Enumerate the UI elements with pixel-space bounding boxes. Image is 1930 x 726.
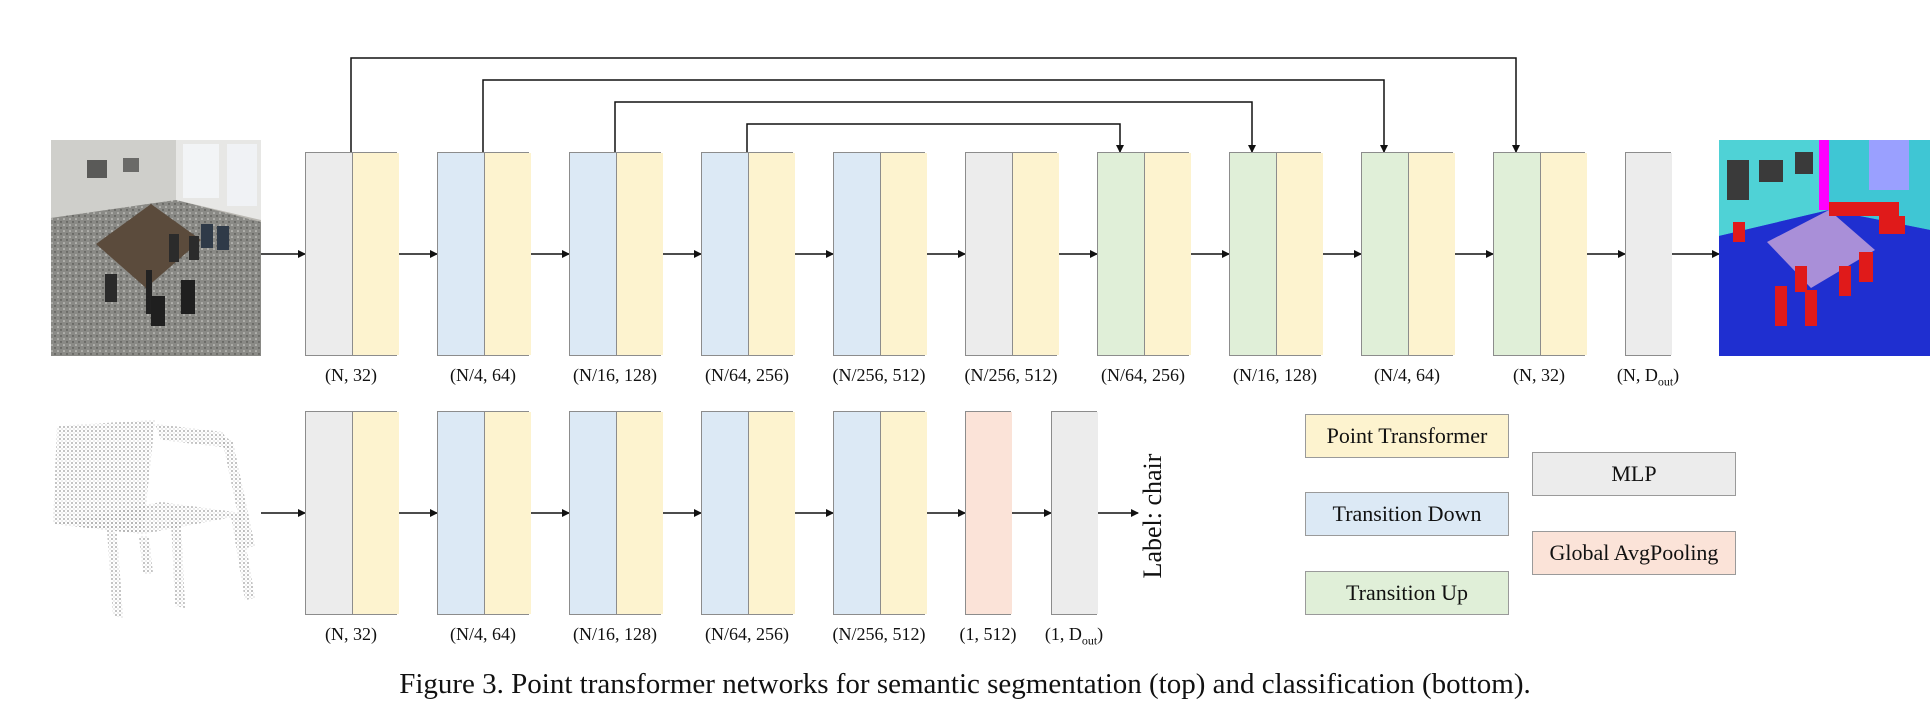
mlp-layer [966,153,1012,355]
classification-block-3 [569,411,663,615]
segmentation-shape-label-1: (N, 32) [325,365,377,385]
point-transformer-layer [880,153,927,355]
legend-transition-down: Transition Down [1305,492,1509,536]
segmented-point-cloud-icon [1719,140,1930,356]
segmentation-block-3 [569,152,663,356]
point-transformer-layer [616,412,663,614]
point-transformer-layer [484,153,531,355]
segmentation-shape-label-10: (N, 32) [1513,365,1565,385]
segmentation-block-11 [1625,152,1672,356]
point-transformer-layer [880,412,927,614]
legend-global-avgpooling: Global AvgPooling [1532,531,1736,575]
segmentation-block-2 [437,152,531,356]
skip-connection-1 [350,57,1520,153]
point-transformer-layer [1408,153,1455,355]
room-point-cloud-icon [51,140,261,356]
legend-point-transformer: Point Transformer [1305,414,1509,458]
classification-shape-label-5: (N/256, 512) [832,624,926,644]
skip-connection-2 [482,79,1388,153]
transition-down-layer [570,153,616,355]
segmentation-shape-label-11: (N, Dout) [1616,365,1680,389]
mlp-layer [1626,153,1672,355]
legend-mlp: MLP [1532,452,1736,496]
skip-connection-4 [746,123,1124,153]
transition-down-layer [834,153,880,355]
classification-shape-label-7: (1, Dout) [1044,624,1104,648]
classification-block-7 [1051,411,1098,615]
transition-down-layer [702,412,748,614]
segmentation-block-7 [1097,152,1191,356]
chair-point-cloud-icon [53,420,255,618]
point-transformer-layer [748,412,795,614]
transition-up-layer [1362,153,1408,355]
point-transformer-layer [1276,153,1323,355]
segmentation-shape-label-2: (N/4, 64) [450,365,516,385]
classification-block-1 [305,411,399,615]
point-transformer-layer [484,412,531,614]
output-segmentation-image [1719,140,1930,356]
point-transformer-layer [1012,153,1059,355]
segmentation-shape-label-7: (N/64, 256) [1101,365,1185,385]
segmentation-shape-label-8: (N/16, 128) [1233,365,1317,385]
segmentation-shape-label-5: (N/256, 512) [832,365,926,385]
segmentation-block-6 [965,152,1059,356]
segmentation-block-4 [701,152,795,356]
input-chair-image [51,418,261,626]
segmentation-block-5 [833,152,927,356]
segmentation-block-1 [305,152,399,356]
segmentation-block-9 [1361,152,1455,356]
classification-shape-label-3: (N/16, 128) [573,624,657,644]
classification-shape-label-4: (N/64, 256) [705,624,789,644]
transition-down-layer [438,153,484,355]
point-transformer-layer [352,153,399,355]
transition-down-layer [702,153,748,355]
classification-shape-label-1: (N, 32) [325,624,377,644]
transition-down-layer [438,412,484,614]
global-avgpooling-layer [966,412,1012,614]
mlp-layer [306,153,352,355]
transition-up-layer [1494,153,1540,355]
segmentation-shape-label-9: (N/4, 64) [1374,365,1440,385]
segmentation-shape-label-4: (N/64, 256) [705,365,789,385]
mlp-layer [1052,412,1098,614]
segmentation-shape-label-6: (N/256, 512) [964,365,1058,385]
transition-up-layer [1098,153,1144,355]
classification-shape-label-6: (1, 512) [959,624,1017,644]
skip-connection-3 [614,101,1256,153]
point-transformer-layer [748,153,795,355]
point-transformer-layer [352,412,399,614]
figure-caption: Figure 3. Point transformer networks for… [399,668,1531,700]
point-transformer-layer [1144,153,1191,355]
legend-transition-up: Transition Up [1305,571,1509,615]
classification-block-2 [437,411,531,615]
segmentation-block-8 [1229,152,1323,356]
transition-down-layer [834,412,880,614]
classification-block-5 [833,411,927,615]
segmentation-shape-label-3: (N/16, 128) [573,365,657,385]
segmentation-block-10 [1493,152,1587,356]
point-transformer-layer [1540,153,1587,355]
classification-output-label: Label: chair [1138,453,1167,579]
transition-up-layer [1230,153,1276,355]
classification-block-6 [965,411,1012,615]
classification-shape-label-2: (N/4, 64) [450,624,516,644]
input-room-image [51,140,261,356]
point-transformer-layer [616,153,663,355]
classification-block-4 [701,411,795,615]
transition-down-layer [570,412,616,614]
mlp-layer [306,412,352,614]
